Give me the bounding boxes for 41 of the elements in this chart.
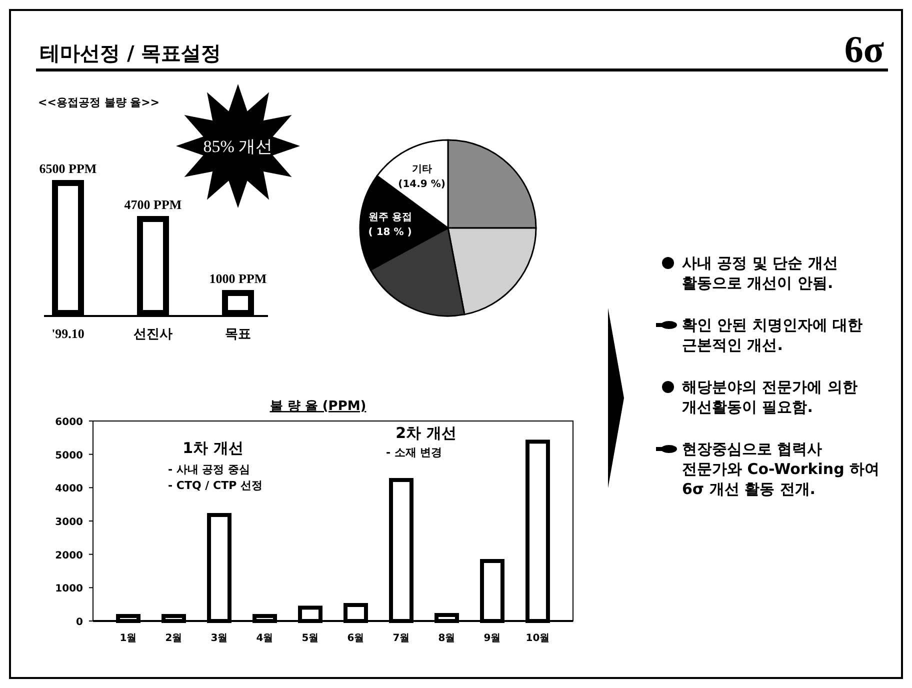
x-tick-label: 9월 — [484, 633, 501, 644]
y-tick-label: 2000 — [55, 550, 84, 562]
annotation: 1차 개선 — [182, 439, 244, 457]
y-tick-label: 5000 — [55, 450, 84, 462]
text: 테마선정 / 목표설정 — [40, 41, 222, 65]
data-label: ( 18 % ) — [368, 226, 412, 238]
text: 현장중심으로 협력사 전문가와 Co-Working 하여 6σ 개선 활동 전개. — [682, 440, 880, 498]
x-tick-label: 3월 — [210, 633, 228, 644]
x-tick-label: 4월 — [256, 633, 274, 644]
data-label: 6500 PPM — [39, 161, 97, 176]
y-tick-label: 3000 — [55, 517, 84, 528]
text: 사내 공정 및 단순 개선 활동으로 개선이 안됨. — [682, 254, 838, 292]
x-tick-label: 5월 — [302, 633, 319, 644]
x-tick-label: 10월 — [526, 633, 550, 644]
x-tick-label: 7월 — [392, 633, 410, 644]
x-tick-label: 8월 — [438, 633, 456, 644]
x-tick-label: 2월 — [165, 633, 182, 644]
slice-label: 기타 — [412, 164, 432, 176]
annotation: - CTQ / CTP 선정 — [168, 479, 262, 492]
slice-label: 원주 용접 — [368, 212, 412, 223]
x-tick-label: 6월 — [347, 633, 364, 644]
x-tick-label: '99.10 — [52, 326, 84, 341]
annotation: - 소재 변경 — [386, 446, 442, 459]
y-tick-label: 0 — [76, 617, 84, 628]
chart-title: <<용접공정 불량 율>> — [38, 96, 160, 109]
x-tick-label: 선진사 — [134, 326, 172, 341]
text: 6σ — [844, 29, 884, 71]
x-tick-label: 목표 — [225, 326, 251, 341]
y-tick-label: 1000 — [55, 584, 84, 595]
text: 확인 안된 치명인자에 대한 근본적인 개선. — [682, 316, 863, 354]
chart-title: 불 량 율 (PPM) — [270, 399, 366, 414]
annotation: 2차 개선 — [396, 424, 456, 442]
data-label: 1000 PPM — [209, 271, 267, 286]
text: 85% 개선 — [203, 137, 273, 156]
y-tick-label: 4000 — [55, 484, 84, 495]
data-label: (14.9 %) — [398, 179, 446, 190]
text: 해당분야의 전문가에 의한 개선활동이 필요함. — [682, 378, 858, 416]
data-label: 4700 PPM — [124, 197, 182, 212]
annotation: - 사내 공정 중심 — [168, 463, 250, 476]
y-tick-label: 6000 — [55, 417, 84, 428]
x-tick-label: 1월 — [120, 633, 137, 644]
